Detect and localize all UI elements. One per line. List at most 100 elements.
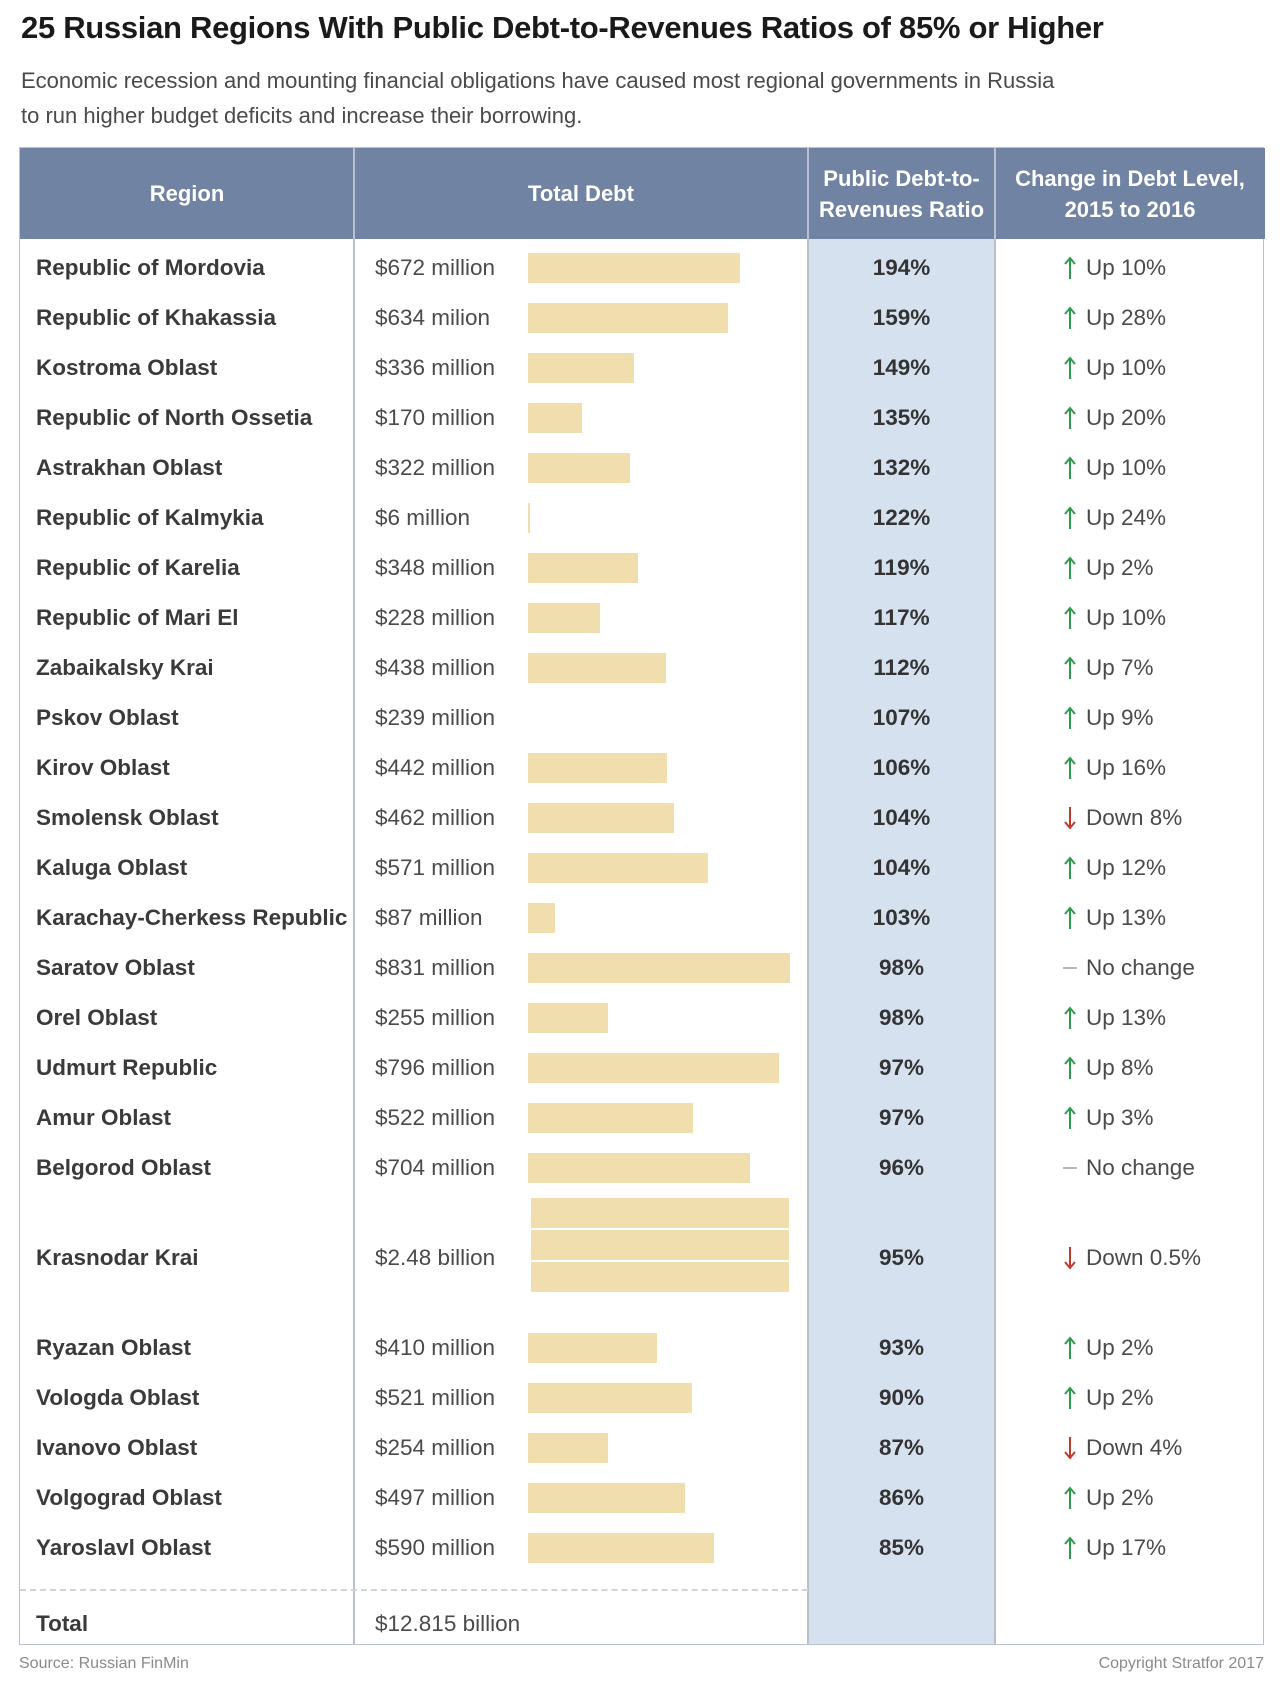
- table-row: Saratov Oblast $831 million 98% No change: [20, 943, 1265, 993]
- debt-bar: [528, 503, 530, 533]
- change-value: Up 28%: [1086, 305, 1167, 330]
- total-debt-value: $590 million: [375, 1535, 496, 1560]
- down-arrow-icon: [1063, 793, 1077, 843]
- region-name: Republic of Mari El: [36, 605, 239, 630]
- region-name: Vologda Oblast: [36, 1385, 200, 1410]
- ratio-value: 104%: [872, 805, 931, 830]
- up-arrow-icon: [1063, 643, 1077, 693]
- debt-bar: [528, 803, 674, 833]
- up-arrow-icon: [1063, 843, 1077, 893]
- debt-bar: [528, 1533, 715, 1563]
- change-value: Up 13%: [1086, 1005, 1167, 1030]
- ratio-value: 98%: [878, 1005, 925, 1030]
- ratio-value: 107%: [872, 705, 931, 730]
- ratio-value: 97%: [878, 1055, 925, 1080]
- table-row: Kaluga Oblast $571 million 104% Up 12%: [20, 843, 1265, 893]
- up-arrow-icon: [1063, 1043, 1077, 1093]
- debt-bar: [528, 653, 667, 683]
- table-row: Ryazan Oblast $410 million 93% Up 2%: [20, 1323, 1265, 1373]
- total-debt-value: $704 million: [375, 1155, 496, 1180]
- change-value: Up 2%: [1086, 1385, 1154, 1410]
- table-row: Republic of Mordovia $672 million 194% Up 1…: [20, 243, 1265, 293]
- region-name: Republic of Kalmykia: [36, 505, 264, 530]
- region-name: Amur Oblast: [36, 1105, 172, 1130]
- up-arrow-icon: [1063, 393, 1077, 443]
- down-arrow-icon: [1063, 1423, 1077, 1473]
- change-value: Up 20%: [1086, 405, 1167, 430]
- total-debt-value: $322 million: [375, 455, 496, 480]
- table-row: Vologda Oblast $521 million 90% Up 2%: [20, 1373, 1265, 1423]
- table-row: Belgorod Oblast $704 million 96% No change: [20, 1143, 1265, 1193]
- change-value: Up 2%: [1086, 1335, 1154, 1360]
- region-name: Ryazan Oblast: [36, 1335, 192, 1360]
- table-row: Yaroslavl Oblast $590 million 85% Up 17%: [20, 1523, 1265, 1573]
- debt-bar: [528, 1103, 693, 1133]
- up-arrow-icon: [1063, 543, 1077, 593]
- ratio-value: 93%: [878, 1335, 925, 1360]
- table-row: Republic of Mari El $228 million 117% Up 10…: [20, 593, 1265, 643]
- region-name: Orel Oblast: [36, 1005, 158, 1030]
- column-divider: [994, 148, 996, 1644]
- region-name: Udmurt Republic: [36, 1055, 218, 1080]
- region-name: Kirov Oblast: [36, 755, 170, 780]
- up-arrow-icon: [1063, 1523, 1077, 1573]
- total-debt-value: $634 milion: [375, 305, 491, 330]
- change-value: Up 3%: [1086, 1105, 1154, 1130]
- up-arrow-icon: [1063, 1323, 1077, 1373]
- total-debt-value: $410 million: [375, 1335, 496, 1360]
- change-value: Up 8%: [1086, 1055, 1154, 1080]
- up-arrow-icon: [1063, 243, 1077, 293]
- up-arrow-icon: [1063, 693, 1077, 743]
- dash-icon: [1063, 1143, 1077, 1193]
- total-debt-value: $497 million: [375, 1485, 496, 1510]
- debt-bar: [528, 553, 638, 583]
- page-subtitle: Economic recession and mounting financia…: [21, 68, 1055, 128]
- ratio-value: 149%: [872, 355, 931, 380]
- change-value: Down 4%: [1086, 1435, 1183, 1460]
- region-name: Volgograd Oblast: [36, 1485, 222, 1510]
- table-row: Republic of Khakassia $634 milion 159% Up 2…: [20, 293, 1265, 343]
- total-debt-value: $571 million: [375, 855, 496, 880]
- debt-bar: [528, 1483, 685, 1513]
- column-divider: [807, 148, 809, 1644]
- ratio-value: 132%: [872, 455, 931, 480]
- debt-bar: [528, 1053, 780, 1083]
- up-arrow-icon: [1063, 743, 1077, 793]
- ratio-value: 159%: [872, 305, 931, 330]
- ratio-value: 122%: [872, 505, 931, 530]
- change-value: Up 10%: [1086, 255, 1167, 280]
- up-arrow-icon: [1063, 893, 1077, 943]
- region-name: Pskov Oblast: [36, 705, 179, 730]
- region-name: Zabaikalsky Krai: [36, 655, 214, 680]
- change-value: Up 7%: [1086, 655, 1154, 680]
- debt-bar: [528, 1333, 658, 1363]
- debt-bar: [528, 603, 600, 633]
- total-label: Total: [36, 1611, 89, 1636]
- ratio-value: 95%: [878, 1245, 925, 1270]
- down-arrow-icon: [1063, 1233, 1077, 1283]
- header-total-debt: Total Debt: [354, 148, 808, 239]
- change-value: Up 10%: [1086, 355, 1167, 380]
- change-value: No change: [1086, 1155, 1195, 1180]
- ratio-value: 194%: [872, 255, 931, 280]
- ratio-value: 98%: [878, 955, 925, 980]
- region-name: Republic of Khakassia: [36, 305, 277, 330]
- debt-bar: [531, 1262, 789, 1292]
- region-name: Krasnodar Krai: [36, 1245, 199, 1270]
- total-debt-value: $6 million: [375, 505, 471, 530]
- debt-table: Region Total Debt Public Debt-to-Revenue…: [19, 147, 1265, 1645]
- change-value: Up 2%: [1086, 555, 1154, 580]
- region-name: Yaroslavl Oblast: [36, 1535, 212, 1560]
- total-separator: [20, 1589, 808, 1591]
- total-debt-value: $239 million: [375, 705, 496, 730]
- up-arrow-icon: [1063, 1093, 1077, 1143]
- ratio-value: 119%: [873, 555, 930, 580]
- ratio-value: 106%: [872, 755, 931, 780]
- region-name: Republic of North Ossetia: [36, 405, 313, 430]
- table-row: Republic of North Ossetia $170 million 135…: [20, 393, 1265, 443]
- ratio-value: 97%: [878, 1105, 925, 1130]
- change-value: Up 12%: [1086, 855, 1167, 880]
- table-row: Amur Oblast $522 million 97% Up 3%: [20, 1093, 1265, 1143]
- debt-bar: [528, 353, 635, 383]
- region-name: Republic of Karelia: [36, 555, 240, 580]
